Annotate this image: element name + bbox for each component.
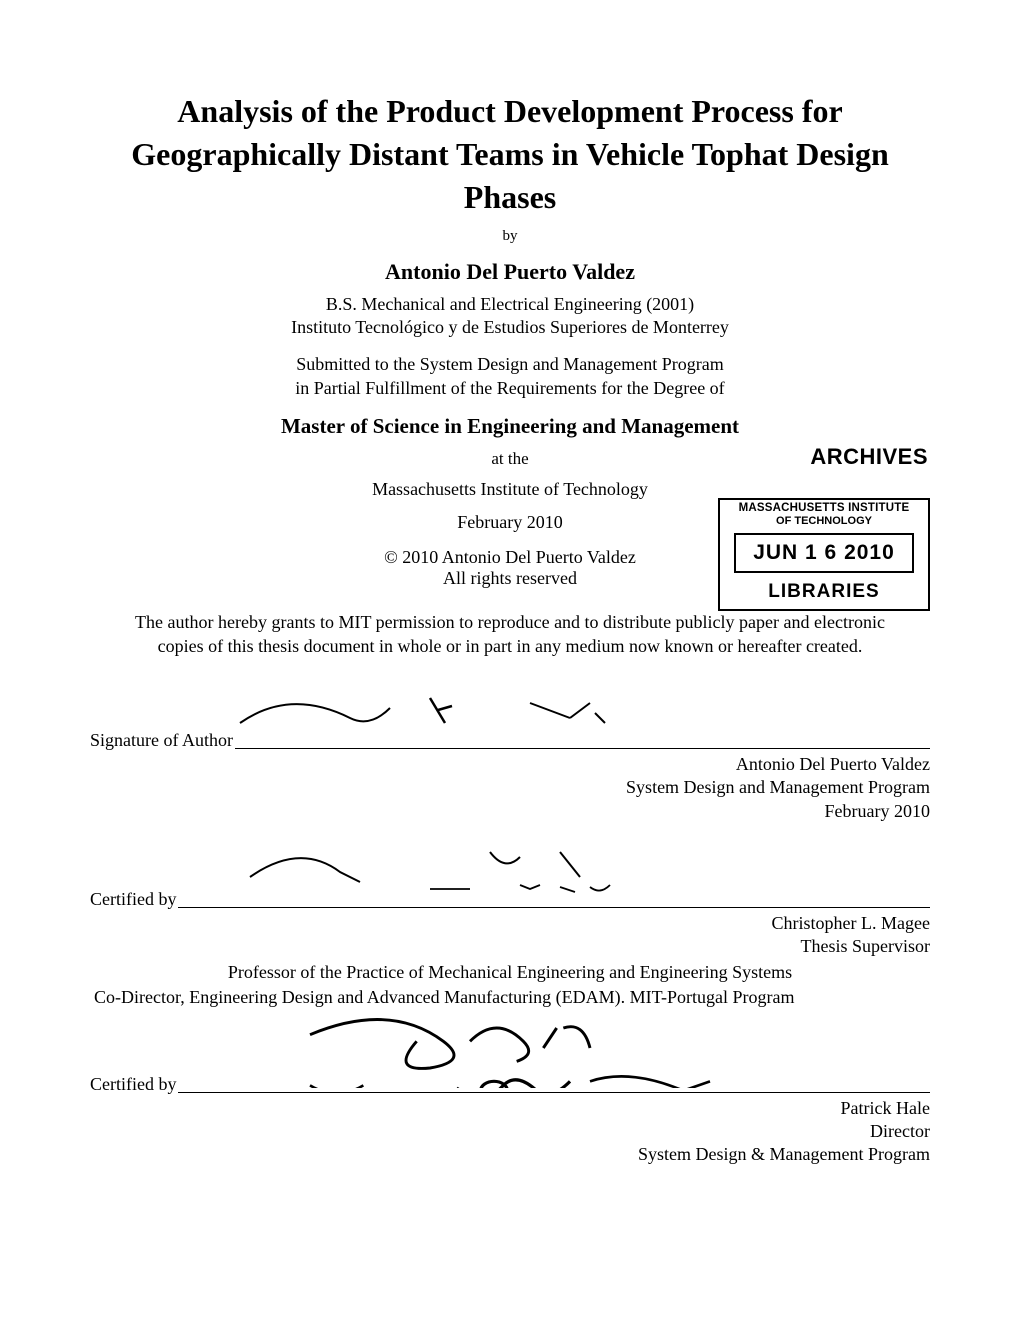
- archives-label: ARCHIVES: [810, 444, 928, 470]
- sig-name: Antonio Del Puerto Valdez: [90, 753, 930, 776]
- degree-name: Master of Science in Engineering and Man…: [90, 414, 930, 439]
- sig-affiliation: System Design and Management Program: [90, 776, 930, 799]
- submitted-line: Submitted to the System Design and Manag…: [190, 353, 830, 376]
- signature-line-cert2: Certified by: [90, 1048, 930, 1093]
- sig-affiliation: Professor of the Practice of Mechanical …: [90, 961, 930, 984]
- author-name: Antonio Del Puerto Valdez: [90, 259, 930, 285]
- stamp-header: MASSACHUSETTS INSTITUTE: [720, 500, 928, 515]
- handwriting-icon: [230, 837, 830, 897]
- submitted-line: in Partial Fulfillment of the Requiremen…: [190, 377, 830, 400]
- signature-attribution: Patrick Hale Director System Design & Ma…: [90, 1097, 930, 1167]
- sig-name: Christopher L. Magee: [90, 912, 930, 935]
- submitted-to: Submitted to the System Design and Manag…: [190, 353, 830, 400]
- stamp-date: JUN 1 6 2010: [734, 533, 914, 573]
- sig-affiliation: Co-Director, Engineering Design and Adva…: [94, 986, 930, 1009]
- sig-role: Director: [90, 1120, 930, 1143]
- by-label: by: [90, 228, 930, 245]
- institution: Massachusetts Institute of Technology: [90, 479, 930, 500]
- library-stamp: MASSACHUSETTS INSTITUTE OF TECHNOLOGY JU…: [718, 498, 930, 611]
- at-the: at the: [90, 449, 930, 469]
- sig-date: February 2010: [90, 800, 930, 823]
- prior-degree-line: Instituto Tecnológico y de Estudios Supe…: [190, 316, 830, 339]
- signature-label: Certified by: [90, 1074, 178, 1095]
- signature-label: Signature of Author: [90, 730, 235, 751]
- signature-label: Certified by: [90, 889, 178, 910]
- signature-line-author: Signature of Author: [90, 704, 930, 749]
- prior-degree-line: B.S. Mechanical and Electrical Engineeri…: [190, 293, 830, 316]
- signature-attribution: Christopher L. Magee Thesis Supervisor: [90, 912, 930, 959]
- signature-attribution: Antonio Del Puerto Valdez System Design …: [90, 753, 930, 823]
- permission-statement: The author hereby grants to MIT permissi…: [120, 611, 900, 658]
- signature-section: Signature of Author Antonio Del Puerto V…: [90, 704, 930, 1167]
- thesis-title-page: Analysis of the Product Development Proc…: [0, 0, 1020, 1320]
- handwriting-icon: [230, 678, 830, 738]
- handwriting-icon: [230, 1008, 1020, 1088]
- thesis-title: Analysis of the Product Development Proc…: [90, 90, 930, 220]
- prior-degree: B.S. Mechanical and Electrical Engineeri…: [190, 293, 830, 340]
- signature-line-cert1: Certified by: [90, 863, 930, 908]
- stamp-libraries: LIBRARIES: [720, 581, 928, 609]
- sig-name: Patrick Hale: [90, 1097, 930, 1120]
- sig-affiliation: System Design & Management Program: [90, 1143, 930, 1166]
- sig-role: Thesis Supervisor: [90, 935, 930, 958]
- stamp-subheader: OF TECHNOLOGY: [720, 515, 928, 531]
